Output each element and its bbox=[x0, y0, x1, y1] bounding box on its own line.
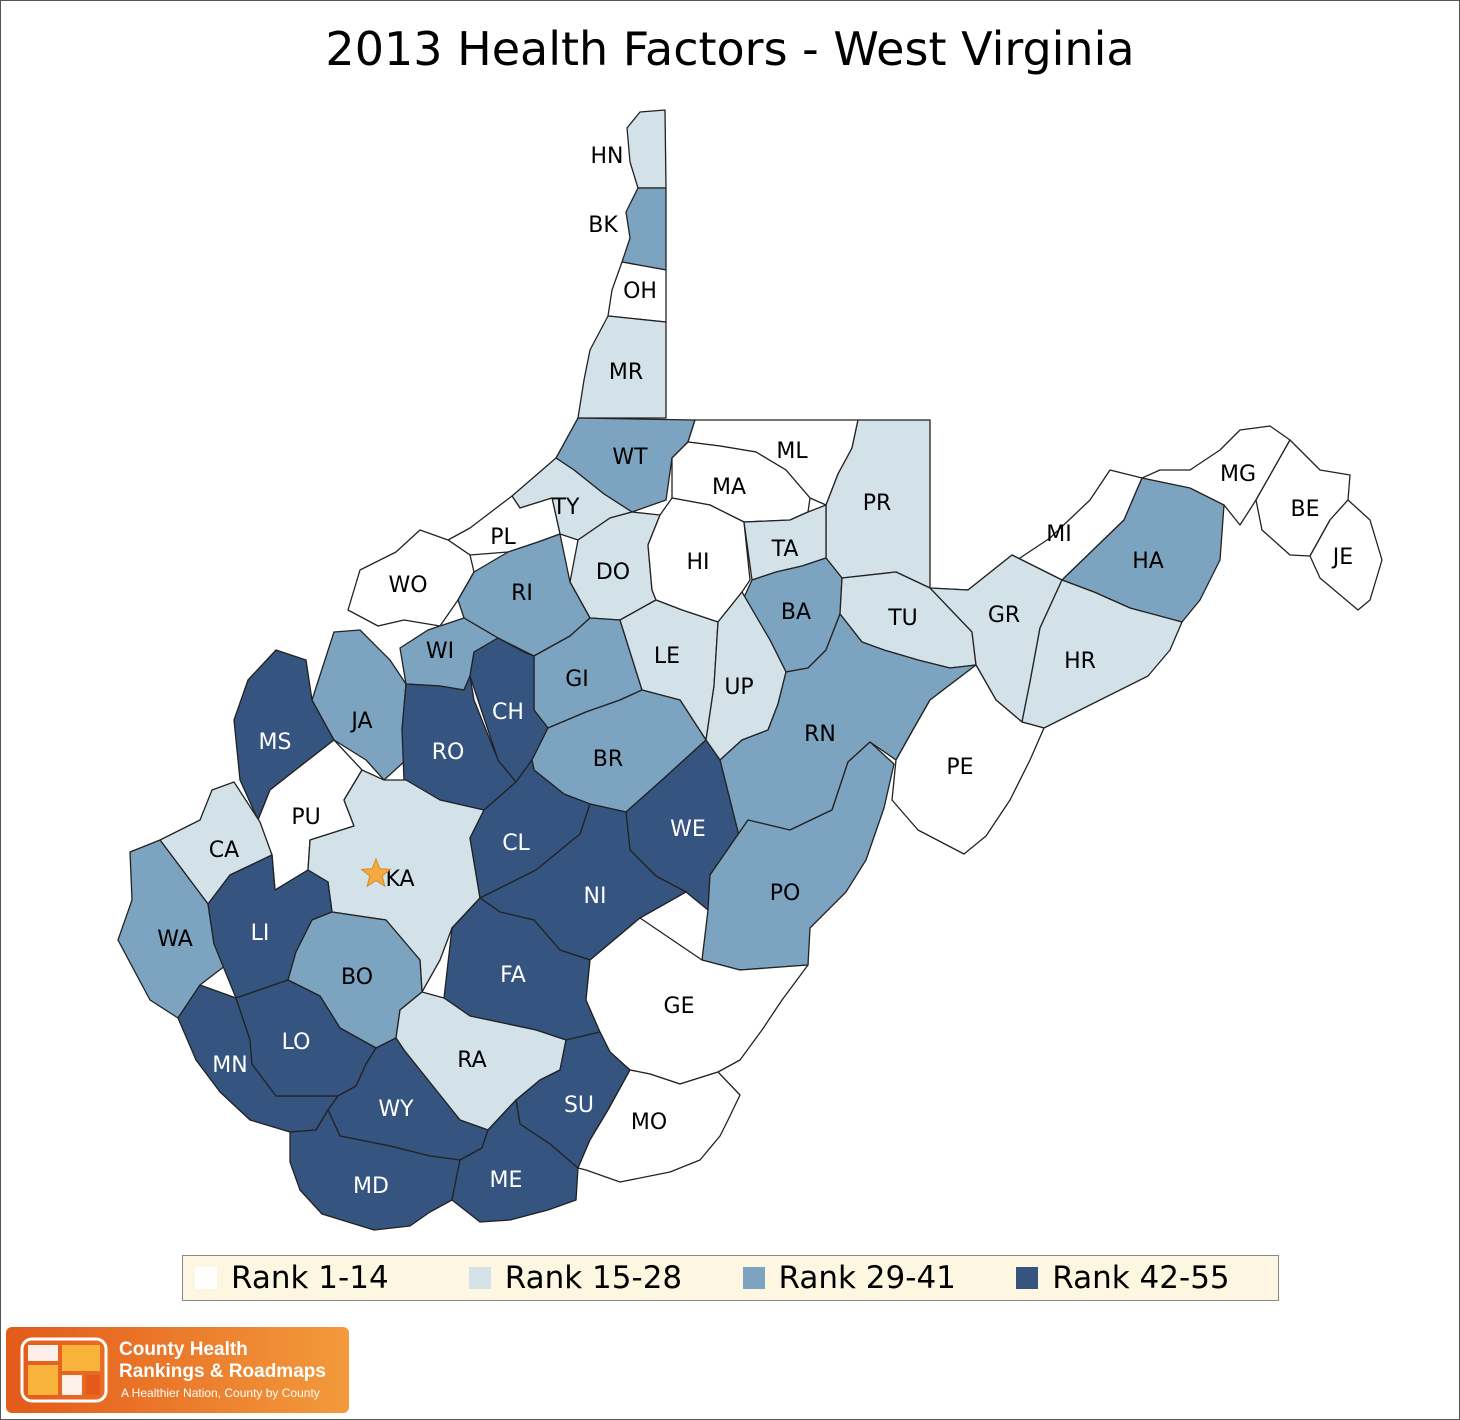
county-label-mn: MN bbox=[212, 1053, 247, 1078]
logo-map-icon bbox=[20, 1337, 108, 1403]
county-ch bbox=[469, 637, 549, 783]
county-label-gi: GI bbox=[565, 667, 589, 692]
county-pe bbox=[891, 664, 1045, 855]
county-label-ml: ML bbox=[776, 439, 808, 464]
county-label-md: MD bbox=[353, 1174, 389, 1199]
county-label-ca: CA bbox=[209, 838, 239, 863]
county-label-ha: HA bbox=[1132, 549, 1164, 574]
county-label-wa: WA bbox=[157, 927, 193, 952]
county-map: HN BK OH MR WT ML MA PR TY PL WO DO HI TA RI BA TU MI MG BE… bbox=[117, 109, 1383, 1231]
county-label-le: LE bbox=[654, 644, 680, 669]
county-label-pe: PE bbox=[946, 755, 973, 780]
county-label-fa: FA bbox=[500, 963, 526, 988]
county-label-gr: GR bbox=[988, 603, 1020, 628]
legend-swatch bbox=[468, 1267, 491, 1289]
county-hn bbox=[626, 109, 667, 189]
county-label-hi: HI bbox=[686, 550, 709, 575]
legend-label: Rank 29-41 bbox=[778, 1260, 956, 1296]
legend: Rank 1-14 Rank 15-28 Rank 29-41 Rank 42-… bbox=[182, 1255, 1279, 1301]
county-label-do: DO bbox=[596, 560, 630, 585]
county-label-mr: MR bbox=[609, 360, 643, 385]
county-label-bk: BK bbox=[588, 213, 618, 238]
county-label-pr: PR bbox=[863, 491, 892, 516]
county-label-mg: MG bbox=[1220, 462, 1256, 487]
county-label-ja: JA bbox=[349, 709, 372, 734]
county-label-ka: KA bbox=[385, 867, 414, 892]
county-label-wi: WI bbox=[426, 639, 454, 664]
county-label-ge: GE bbox=[664, 994, 695, 1019]
county-label-up: UP bbox=[724, 675, 753, 700]
legend-swatch bbox=[195, 1267, 217, 1289]
legend-item-rank-42-55: Rank 42-55 bbox=[1004, 1260, 1278, 1296]
county-label-mi: MI bbox=[1046, 522, 1071, 547]
legend-label: Rank 1-14 bbox=[231, 1260, 389, 1296]
logo-tagline: A Healthier Nation, County by County bbox=[121, 1386, 320, 1400]
county-label-wo: WO bbox=[388, 573, 427, 598]
county-label-bo: BO bbox=[341, 965, 373, 990]
county-label-po: PO bbox=[770, 881, 801, 906]
legend-item-rank-15-28: Rank 15-28 bbox=[457, 1260, 731, 1296]
county-label-ba: BA bbox=[781, 600, 811, 625]
county-wo bbox=[347, 529, 475, 627]
county-label-me: ME bbox=[490, 1168, 523, 1193]
county-label-ta: TA bbox=[771, 537, 799, 562]
county-label-pu: PU bbox=[291, 805, 320, 830]
county-wa bbox=[117, 839, 231, 1019]
county-health-rankings-logo: County Health Rankings & Roadmaps A Heal… bbox=[6, 1327, 349, 1413]
county-je bbox=[1309, 499, 1383, 611]
county-label-be: BE bbox=[1291, 497, 1320, 522]
county-label-br: BR bbox=[593, 747, 623, 772]
county-mg bbox=[1141, 425, 1291, 526]
county-label-cl: CL bbox=[502, 831, 530, 856]
legend-swatch bbox=[742, 1267, 765, 1289]
county-label-pl: PL bbox=[490, 525, 516, 550]
county-label-hn: HN bbox=[591, 144, 624, 169]
legend-item-rank-29-41: Rank 29-41 bbox=[731, 1260, 1005, 1296]
county-label-ty: TY bbox=[552, 495, 580, 520]
county-me bbox=[451, 1099, 579, 1223]
county-label-tu: TU bbox=[887, 606, 918, 631]
legend-label: Rank 15-28 bbox=[504, 1260, 683, 1296]
legend-item-rank-1-14: Rank 1-14 bbox=[183, 1260, 457, 1296]
legend-swatch bbox=[1016, 1267, 1039, 1289]
county-label-ro: RO bbox=[432, 740, 465, 765]
county-label-ch: CH bbox=[492, 700, 524, 725]
county-label-ni: NI bbox=[584, 884, 607, 909]
county-label-lo: LO bbox=[282, 1030, 311, 1055]
county-label-wt: WT bbox=[612, 445, 648, 470]
county-label-su: SU bbox=[564, 1093, 594, 1118]
county-label-ms: MS bbox=[259, 730, 292, 755]
county-label-rn: RN bbox=[804, 722, 836, 747]
county-label-ra: RA bbox=[457, 1048, 486, 1073]
county-label-li: LI bbox=[251, 921, 270, 946]
county-mo bbox=[577, 1069, 741, 1183]
county-label-je: JE bbox=[1331, 545, 1353, 570]
county-label-hr: HR bbox=[1064, 649, 1096, 674]
county-hr bbox=[1021, 579, 1183, 729]
county-label-wy: WY bbox=[378, 1097, 414, 1122]
star-icon bbox=[360, 857, 392, 888]
county-label-ma: MA bbox=[712, 475, 746, 500]
logo-text-line2: Rankings & Roadmaps bbox=[119, 1361, 326, 1382]
legend-label: Rank 42-55 bbox=[1052, 1260, 1230, 1296]
county-label-mo: MO bbox=[631, 1110, 667, 1135]
county-bk bbox=[621, 187, 667, 271]
county-label-oh: OH bbox=[623, 279, 657, 304]
logo-text-line1: County Health bbox=[119, 1339, 248, 1360]
map-title: 2013 Health Factors - West Virginia bbox=[325, 22, 1135, 76]
county-label-we: WE bbox=[670, 817, 706, 842]
county-label-ri: RI bbox=[511, 581, 533, 606]
